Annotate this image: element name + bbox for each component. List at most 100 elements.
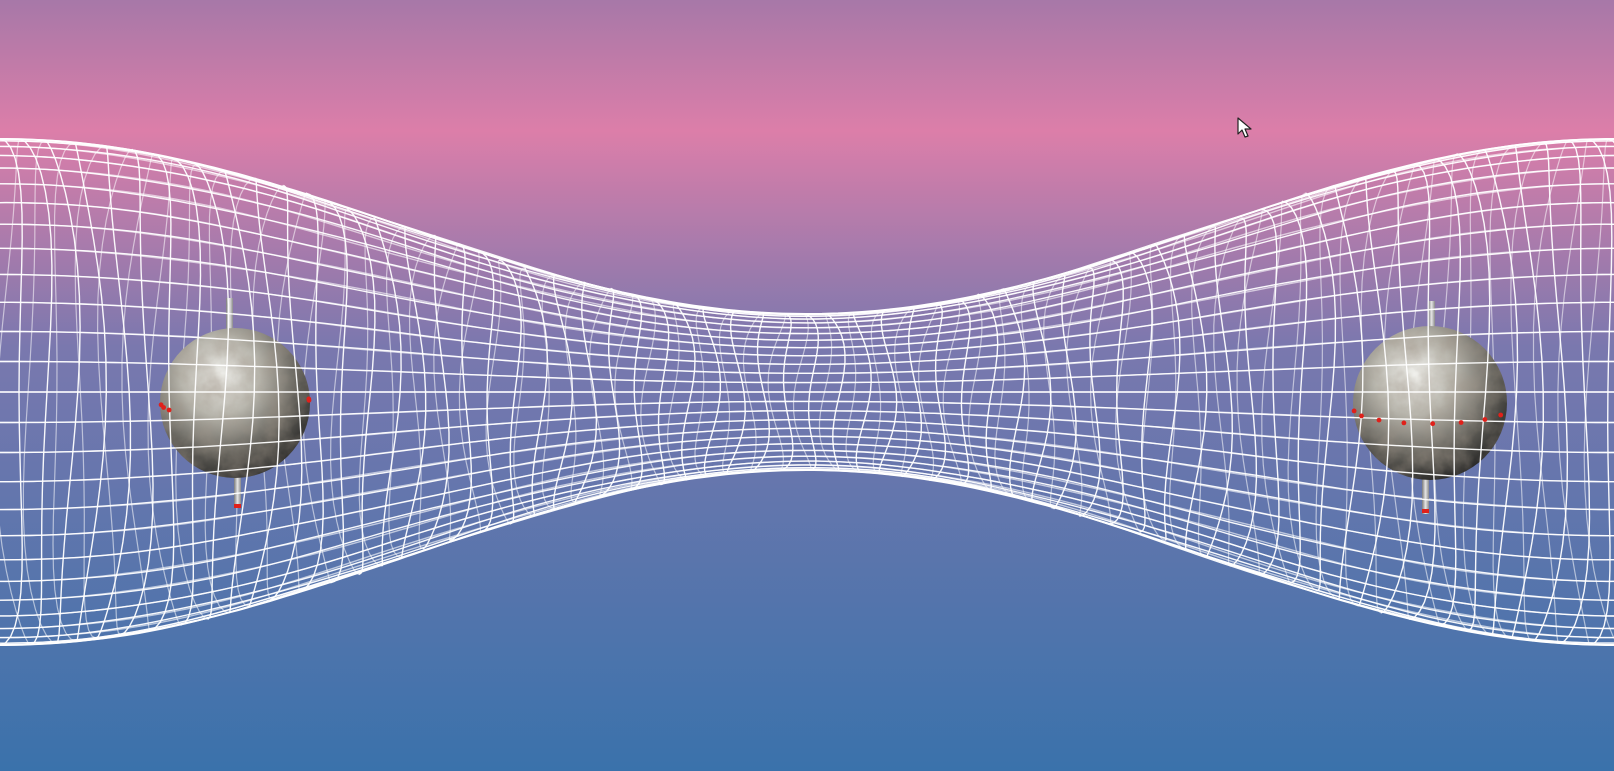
mesh-longitudinal-line (0, 460, 1614, 617)
mesh-longitudinal-line (0, 273, 1614, 357)
mesh-ring-front (325, 200, 349, 584)
mesh-ring-front (779, 312, 794, 472)
orbit-marker (161, 405, 167, 410)
mesh-ring-front (478, 251, 495, 533)
mesh-longitudinal-line (0, 435, 1614, 537)
mesh-ring-front (825, 312, 846, 471)
mesh-ring-front (299, 192, 324, 592)
orbit-marker (1351, 408, 1357, 414)
mesh-ring-front (803, 313, 820, 471)
mesh-ring-front (223, 170, 256, 614)
spacetime-mesh-front (0, 138, 1614, 646)
mesh-ring-front (1408, 163, 1436, 621)
left-sphere-marble-texture (160, 328, 310, 478)
mesh-longitudinal-line (0, 301, 1614, 365)
orbit-marker (1458, 420, 1464, 425)
mesh-longitudinal-line (0, 468, 1614, 644)
mesh-ring-front (346, 208, 376, 576)
mesh-ring-front (74, 142, 108, 642)
mesh-ring-front (449, 242, 473, 542)
mesh-ring-front (901, 306, 923, 478)
mesh-ring-front (271, 184, 303, 600)
mesh-longitudinal-line (0, 330, 1614, 374)
mesh-ring-front (878, 309, 898, 475)
mesh-ring-front (1456, 153, 1491, 631)
left-sphere[interactable] (160, 298, 310, 508)
mesh-longitudinal-line (0, 442, 1614, 561)
orbit-markers (158, 396, 1504, 427)
mesh-ring-front (1031, 281, 1052, 503)
mesh-longitudinal-line (0, 223, 1614, 342)
mesh-longitudinal-line (0, 466, 1614, 639)
mesh-ring-front (1053, 274, 1077, 510)
mesh-ring-front (19, 138, 53, 646)
mesh-longitudinal-line (0, 455, 1614, 601)
left-sphere-pole-tip (234, 504, 241, 508)
mesh-ring-front (650, 298, 670, 486)
spheres-layer (160, 298, 1507, 514)
mesh-ring-front (195, 164, 230, 620)
mesh-ring-front (401, 226, 427, 558)
mesh-ring-front (1109, 259, 1124, 525)
right-sphere-top-pole (1428, 301, 1435, 337)
mesh-ring-front (1333, 185, 1364, 599)
mesh-ring-front (498, 259, 522, 525)
mesh-longitudinal-line (0, 247, 1614, 349)
orbit-marker (1359, 413, 1364, 419)
mesh-ring-front (149, 153, 175, 631)
mesh-longitudinal-line (0, 427, 1614, 511)
right-sphere-bottom-pole (1422, 472, 1429, 514)
left-sphere-top-pole (226, 298, 233, 334)
mesh-top-edge (0, 138, 1614, 315)
mesh-ring-front (44, 140, 81, 644)
mesh-longitudinal-line (0, 464, 1614, 630)
orbit-marker (1376, 417, 1382, 423)
mesh-ring-front (1483, 148, 1519, 636)
mesh-ring-front (852, 311, 872, 473)
mesh-ring-front (574, 281, 598, 503)
mesh-longitudinal-line (0, 460, 1614, 617)
mesh-longitudinal-line (0, 145, 1614, 318)
mesh-ring-front (1003, 288, 1026, 496)
orbit-marker (1401, 420, 1407, 426)
mesh-longitudinal-line (0, 167, 1614, 324)
mesh-ring-front (119, 148, 154, 636)
mesh-longitudinal-line (0, 138, 1614, 315)
mesh-ring-front (750, 311, 771, 473)
mesh-bottom-edge (0, 469, 1614, 646)
mesh-ring-front (599, 287, 621, 497)
mesh-ring-front (373, 217, 402, 567)
mesh-ring-front (1558, 140, 1591, 644)
orbit-marker (1482, 417, 1488, 422)
mesh-ring-front (95, 145, 132, 639)
mesh-ring-front (1587, 138, 1613, 646)
mesh-ring-front (629, 293, 643, 491)
mesh-longitudinal-line (0, 140, 1614, 316)
mesh-ring-front (726, 309, 746, 475)
mesh-longitudinal-line (0, 183, 1614, 329)
mesh-longitudinal-line (0, 360, 1614, 384)
mesh-ring-front (1183, 234, 1208, 550)
mesh-ring-back (0, 139, 31, 646)
mesh-longitudinal-line (0, 201, 1614, 335)
mesh-ring-front (0, 138, 23, 646)
mesh-ring-front (1357, 177, 1390, 607)
mesh-longitudinal-line (0, 410, 1614, 454)
right-sphere-pole-tip (1422, 509, 1429, 513)
mesh-ring-front (1305, 192, 1337, 592)
mesh-ring-front (956, 298, 971, 486)
mesh-longitudinal-line (0, 400, 1614, 424)
mesh-ring-front (1154, 243, 1181, 541)
mesh-ring-front (977, 293, 999, 491)
mesh-ring-front (1434, 158, 1462, 626)
mesh-longitudinal-line (0, 183, 1614, 329)
mesh-ring-front (1259, 208, 1280, 576)
mesh-ring-front (1205, 226, 1234, 558)
mesh-ring-front (1380, 170, 1414, 614)
mesh-longitudinal-line (0, 154, 1614, 320)
mesh-ring-front (1079, 267, 1101, 517)
mesh-ring-front (929, 303, 947, 481)
mesh-ring-front (702, 306, 722, 478)
